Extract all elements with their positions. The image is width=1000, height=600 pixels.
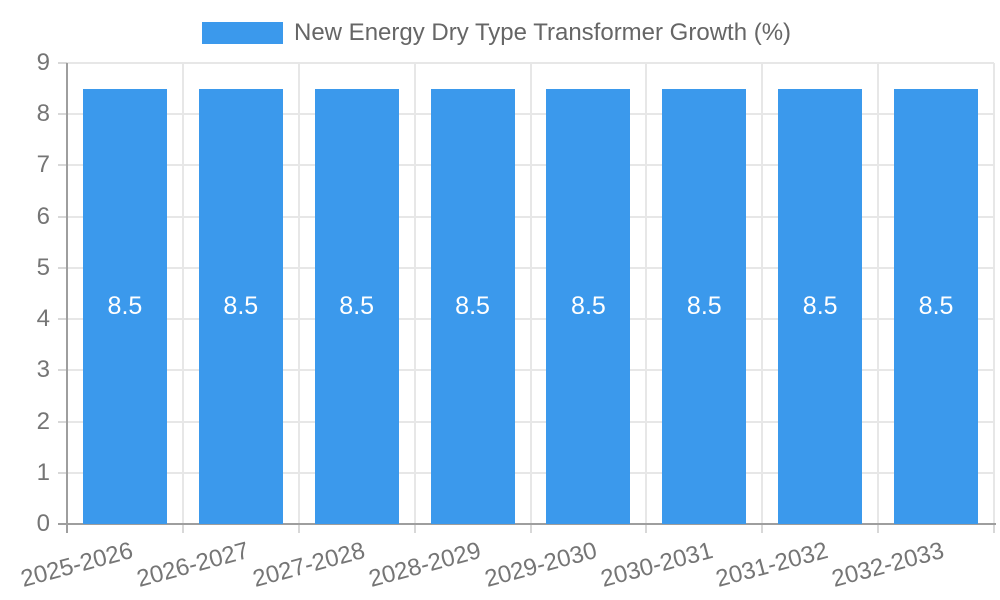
y-tick-mark [58, 62, 67, 64]
y-tick-label: 0 [36, 510, 50, 537]
bar-value-label: 8.5 [107, 291, 143, 320]
v-gridline [181, 63, 184, 524]
x-tick-mark [181, 524, 184, 533]
bar[interactable]: 8.5 [198, 88, 283, 524]
v-gridline [529, 63, 532, 524]
x-tick-label: 2028-2029 [365, 537, 484, 593]
bar[interactable]: 8.5 [314, 88, 399, 524]
bar-value-label: 8.5 [223, 291, 259, 320]
bar[interactable]: 8.5 [894, 88, 979, 524]
x-tick-mark [877, 524, 880, 533]
y-tick-mark [58, 318, 67, 321]
bar[interactable]: 8.5 [546, 88, 631, 524]
x-tick-mark [529, 524, 532, 533]
x-tick-mark [761, 524, 764, 533]
y-tick-label: 7 [36, 151, 50, 179]
x-tick-label: 2027-2028 [249, 537, 368, 593]
bar[interactable]: 8.5 [662, 88, 747, 524]
bar[interactable]: 8.5 [778, 88, 863, 524]
legend-swatch-icon [202, 22, 283, 44]
v-gridline [413, 63, 416, 524]
y-tick-mark [58, 215, 67, 218]
v-gridline [877, 63, 880, 524]
v-gridline [645, 63, 648, 524]
x-tick-label: 2025-2026 [18, 537, 136, 593]
y-tick-label: 5 [36, 253, 50, 281]
bar-value-label: 8.5 [455, 291, 490, 320]
y-tick-mark [58, 266, 67, 269]
bar[interactable]: 8.5 [430, 88, 515, 524]
y-tick-label: 8 [36, 100, 50, 128]
v-gridline [761, 63, 764, 524]
x-tick-label: 2032-2033 [829, 537, 948, 593]
y-axis-line [66, 63, 68, 533]
chart-legend[interactable]: New Energy Dry Type Transformer Growth (… [202, 19, 791, 47]
legend-label: New Energy Dry Type Transformer Growth (… [294, 19, 792, 46]
bar-value-label: 8.5 [686, 291, 722, 320]
y-tick-label: 1 [36, 458, 50, 486]
y-tick-mark [58, 420, 67, 423]
x-tick-mark [993, 524, 995, 533]
x-tick-label: 2030-2031 [597, 537, 716, 593]
bar-value-label: 8.5 [918, 291, 954, 320]
y-tick-mark [58, 164, 67, 167]
bar-value-label: 8.5 [339, 291, 375, 320]
y-tick-label: 6 [36, 202, 50, 230]
y-tick-label: 4 [36, 305, 50, 333]
x-tick-mark [413, 524, 416, 533]
x-tick-label: 2031-2032 [713, 537, 832, 593]
x-tick-mark [297, 524, 300, 533]
v-gridline [993, 63, 995, 524]
x-tick-mark [645, 524, 648, 533]
y-tick-mark [58, 471, 67, 474]
bar-value-label: 8.5 [802, 291, 838, 320]
y-tick-label: 9 [36, 49, 50, 76]
x-tick-label: 2026-2027 [133, 537, 252, 593]
y-tick-label: 3 [36, 356, 50, 384]
y-tick-mark [58, 369, 67, 372]
x-tick-label: 2029-2030 [481, 537, 600, 593]
y-tick-mark [58, 113, 67, 116]
bar-value-label: 8.5 [571, 291, 606, 320]
x-axis-line [58, 523, 996, 525]
bar[interactable]: 8.5 [82, 88, 167, 524]
y-tick-label: 2 [36, 407, 50, 435]
v-gridline [297, 63, 300, 524]
